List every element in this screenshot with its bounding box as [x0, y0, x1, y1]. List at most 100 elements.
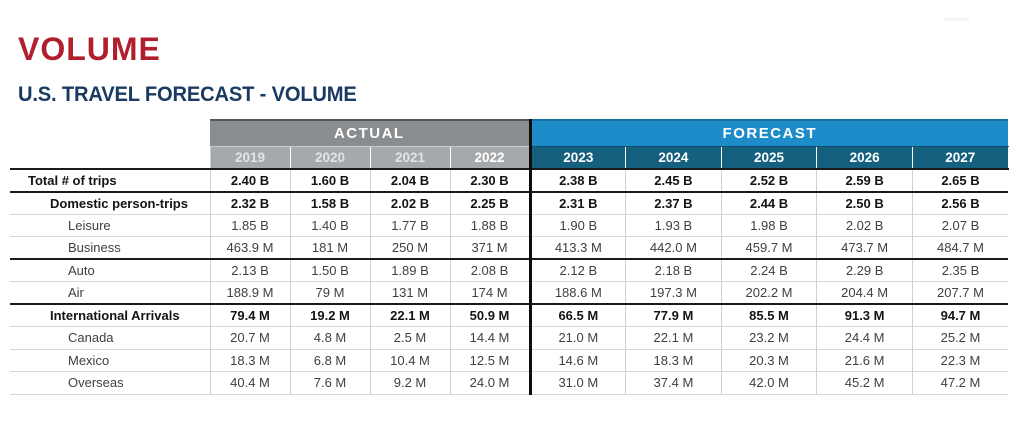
row-label: Business — [10, 236, 211, 260]
actual-value-cell: 79 M — [290, 281, 371, 305]
actual-value-cell: 2.30 B — [450, 169, 531, 193]
forecast-value-cell: 188.6 M — [528, 281, 627, 305]
actual-value-cell: 1.60 B — [290, 169, 371, 193]
actual-value-cell: 2.04 B — [370, 169, 451, 193]
row-label: Overseas — [10, 371, 211, 395]
row-label: Mexico — [10, 349, 211, 372]
forecast-value-cell: 484.7 M — [912, 236, 1009, 260]
forecast-value-cell: 21.0 M — [528, 326, 627, 350]
forecast-value-cell: 22.1 M — [625, 326, 722, 350]
year-header: 2023 — [528, 146, 627, 170]
row-label: Auto — [10, 259, 211, 282]
row-label: Canada — [10, 326, 211, 350]
page-title: VOLUME — [18, 31, 161, 67]
forecast-value-cell: 2.44 B — [721, 191, 818, 215]
actual-value-cell: 7.6 M — [290, 371, 371, 395]
actual-value-cell: 40.4 M — [210, 371, 291, 395]
forecast-value-cell: 14.6 M — [528, 349, 627, 372]
year-header: 2024 — [625, 146, 722, 170]
actual-value-cell: 12.5 M — [450, 349, 531, 372]
actual-value-cell: 10.4 M — [370, 349, 451, 372]
actual-value-cell: 1.40 B — [290, 214, 371, 237]
volume-forecast-table: ACTUAL FORECAST 2019 2020 2021 2022 2023… — [10, 119, 1009, 395]
actual-value-cell: 18.3 M — [210, 349, 291, 372]
actual-value-cell: 20.7 M — [210, 326, 291, 350]
forecast-section-header: FORECAST — [528, 119, 1009, 147]
forecast-value-cell: 2.02 B — [816, 214, 913, 237]
corner-cell — [10, 146, 211, 170]
actual-value-cell: 9.2 M — [370, 371, 451, 395]
table-row: Total # of trips 2.40 B 1.60 B 2.04 B 2.30 B… — [10, 169, 1009, 193]
row-label: Leisure — [10, 214, 211, 237]
forecast-value-cell: 442.0 M — [625, 236, 722, 260]
actual-value-cell: 1.77 B — [370, 214, 451, 237]
actual-value-cell: 463.9 M — [210, 236, 291, 260]
actual-value-cell: 24.0 M — [450, 371, 531, 395]
forecast-value-cell: 2.59 B — [816, 169, 913, 193]
forecast-value-cell: 2.18 B — [625, 259, 722, 282]
year-header: 2025 — [721, 146, 818, 170]
forecast-value-cell: 2.24 B — [721, 259, 818, 282]
forecast-value-cell: 473.7 M — [816, 236, 913, 260]
actual-value-cell: 131 M — [370, 281, 451, 305]
forecast-value-cell: 21.6 M — [816, 349, 913, 372]
year-header: 2021 — [370, 146, 451, 170]
forecast-value-cell: 1.98 B — [721, 214, 818, 237]
actual-value-cell: 1.58 B — [290, 191, 371, 215]
forecast-value-cell: 66.5 M — [528, 304, 627, 327]
actual-value-cell: 1.88 B — [450, 214, 531, 237]
forecast-value-cell: 91.3 M — [816, 304, 913, 327]
actual-section-header: ACTUAL — [210, 119, 531, 147]
forecast-value-cell: 25.2 M — [912, 326, 1009, 350]
actual-value-cell: 2.32 B — [210, 191, 291, 215]
forecast-value-cell: 2.12 B — [528, 259, 627, 282]
section-header-row: ACTUAL FORECAST — [10, 119, 1009, 147]
forecast-value-cell: 20.3 M — [721, 349, 818, 372]
forecast-value-cell: 2.07 B — [912, 214, 1009, 237]
forecast-value-cell: 2.52 B — [721, 169, 818, 193]
actual-value-cell: 1.85 B — [210, 214, 291, 237]
forecast-value-cell: 459.7 M — [721, 236, 818, 260]
row-label: Air — [10, 281, 211, 305]
year-header: 2022 — [450, 146, 531, 170]
actual-value-cell: 371 M — [450, 236, 531, 260]
actual-value-cell: 22.1 M — [370, 304, 451, 327]
forecast-value-cell: 94.7 M — [912, 304, 1009, 327]
forecast-value-cell: 413.3 M — [528, 236, 627, 260]
forecast-value-cell: 1.90 B — [528, 214, 627, 237]
forecast-value-cell: 1.93 B — [625, 214, 722, 237]
table-body: Total # of trips 2.40 B 1.60 B 2.04 B 2.30 B… — [10, 169, 1009, 395]
table-row: Leisure 1.85 B 1.40 B 1.77 B 1.88 B 1.90 B 1.9… — [10, 214, 1009, 237]
row-label: Total # of trips — [10, 169, 211, 193]
actual-value-cell: 188.9 M — [210, 281, 291, 305]
year-header: 2019 — [210, 146, 291, 170]
forecast-value-cell: 31.0 M — [528, 371, 627, 395]
forecast-value-cell: 2.38 B — [528, 169, 627, 193]
table-row: Air 188.9 M 79 M 131 M 174 M 188.6 M 197.3 M 20… — [10, 281, 1009, 305]
actual-value-cell: 2.02 B — [370, 191, 451, 215]
table-row: Auto 2.13 B 1.50 B 1.89 B 2.08 B 2.12 B 2.18 B… — [10, 259, 1009, 282]
forecast-value-cell: 2.37 B — [625, 191, 722, 215]
table-row: Overseas 40.4 M 7.6 M 9.2 M 24.0 M 31.0 M 37.4… — [10, 371, 1009, 395]
year-header: 2020 — [290, 146, 371, 170]
year-header: 2027 — [912, 146, 1009, 170]
page-subtitle: U.S. TRAVEL FORECAST - VOLUME — [18, 83, 357, 106]
actual-value-cell: 50.9 M — [450, 304, 531, 327]
forecast-value-cell: 2.65 B — [912, 169, 1009, 193]
actual-value-cell: 6.8 M — [290, 349, 371, 372]
actual-value-cell: 2.5 M — [370, 326, 451, 350]
actual-value-cell: 2.08 B — [450, 259, 531, 282]
year-header: 2026 — [816, 146, 913, 170]
forecast-value-cell: 47.2 M — [912, 371, 1009, 395]
forecast-value-cell: 37.4 M — [625, 371, 722, 395]
row-label: International Arrivals — [10, 304, 211, 327]
forecast-value-cell: 23.2 M — [721, 326, 818, 350]
forecast-value-cell: 77.9 M — [625, 304, 722, 327]
actual-value-cell: 14.4 M — [450, 326, 531, 350]
forecast-value-cell: 85.5 M — [721, 304, 818, 327]
actual-value-cell: 79.4 M — [210, 304, 291, 327]
table-row: Mexico 18.3 M 6.8 M 10.4 M 12.5 M 14.6 M 18.3 … — [10, 349, 1009, 372]
forecast-value-cell: 2.45 B — [625, 169, 722, 193]
watermark-bar — [944, 17, 969, 21]
